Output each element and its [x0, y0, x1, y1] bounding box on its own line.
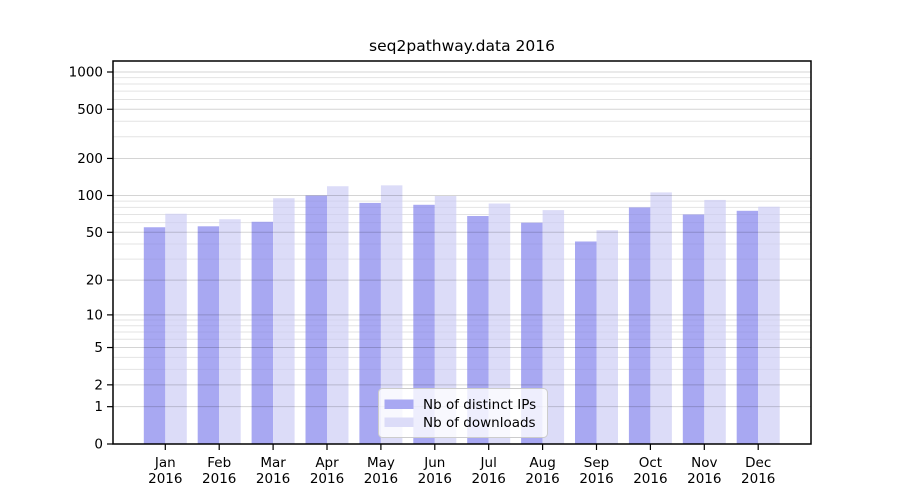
- x-axis-tick-label: May 2016: [364, 455, 398, 487]
- bar-ips-feb: [197, 226, 220, 444]
- bar-downloads-aug: [542, 210, 565, 444]
- bar-ips-dec: [736, 210, 759, 444]
- bar-downloads-feb: [219, 219, 241, 444]
- bars-layer: [143, 185, 780, 445]
- bar-downloads-jun: [434, 196, 457, 444]
- x-axis-tick-label: Jan 2016: [148, 455, 182, 487]
- x-axis-tick-label: Jun 2016: [418, 455, 452, 487]
- bar-ips-sep: [575, 241, 597, 444]
- y-axis-tick-label: 0: [94, 437, 103, 453]
- bar-downloads-jul: [488, 203, 511, 444]
- bar-ips-jul: [467, 216, 489, 444]
- legend: Nb of distinct IPs Nb of downloads: [378, 388, 548, 438]
- x-axis-tick-label: Mar 2016: [256, 455, 290, 487]
- bar-downloads-nov: [704, 199, 726, 444]
- bar-downloads-apr: [327, 186, 349, 445]
- legend-label-distinct-ips: Nb of distinct IPs: [423, 397, 536, 413]
- plot-frame: [112, 60, 812, 445]
- bar-ips-oct: [628, 207, 651, 444]
- chart-title: seq2pathway.data 2016: [369, 37, 555, 55]
- x-axis-tick-label: Feb 2016: [202, 455, 236, 487]
- x-axis-tick-label: Apr 2016: [310, 455, 344, 487]
- bar-downloads-sep: [596, 230, 618, 444]
- axes-layer: 0 1 2 5 10 20 50 100 200 500 1000 Jan 2016 Feb 2016 Mar…: [69, 65, 776, 488]
- bar-ips-apr: [305, 195, 327, 444]
- bar-ips-mar: [251, 221, 274, 444]
- y-axis-tick-label: 5: [94, 340, 103, 356]
- y-axis-tick-label: 1: [94, 399, 103, 415]
- x-axis-tick-label: Sep 2016: [579, 455, 613, 487]
- x-axis-tick-label: Oct 2016: [633, 455, 667, 487]
- y-axis-tick-label: 100: [77, 188, 103, 204]
- bar-ips-nov: [682, 214, 705, 444]
- y-axis-tick-label: 1000: [69, 65, 103, 81]
- bar-downloads-oct: [650, 192, 672, 444]
- bar-ips-jun: [413, 204, 435, 444]
- gridlines-over: [113, 71, 811, 408]
- y-axis-tick-label: 50: [86, 225, 103, 241]
- bar-ips-may: [359, 202, 381, 444]
- y-axis-tick-label: 10: [86, 307, 103, 323]
- bar-downloads-dec: [758, 206, 780, 444]
- bar-downloads-may: [380, 185, 403, 445]
- y-axis-tick-label: 20: [86, 273, 103, 289]
- y-axis-tick-label: 200: [77, 151, 103, 167]
- y-axis-tick-label: 2: [94, 377, 103, 393]
- legend-swatch-distinct-ips: [384, 399, 414, 409]
- legend-swatch-downloads: [384, 417, 414, 427]
- bar-ips-jan: [143, 227, 166, 444]
- bar-downloads-jan: [165, 213, 187, 444]
- legend-label-downloads: Nb of downloads: [423, 415, 536, 431]
- y-axis-tick-label: 500: [77, 102, 103, 118]
- bar-downloads-mar: [273, 198, 295, 444]
- x-axis-tick-label: Nov 2016: [687, 455, 721, 487]
- x-axis-tick-label: Dec 2016: [741, 455, 775, 487]
- legend-box: [378, 388, 548, 438]
- x-axis-tick-label: Aug 2016: [525, 455, 559, 487]
- x-axis-tick-label: Jul 2016: [472, 455, 506, 487]
